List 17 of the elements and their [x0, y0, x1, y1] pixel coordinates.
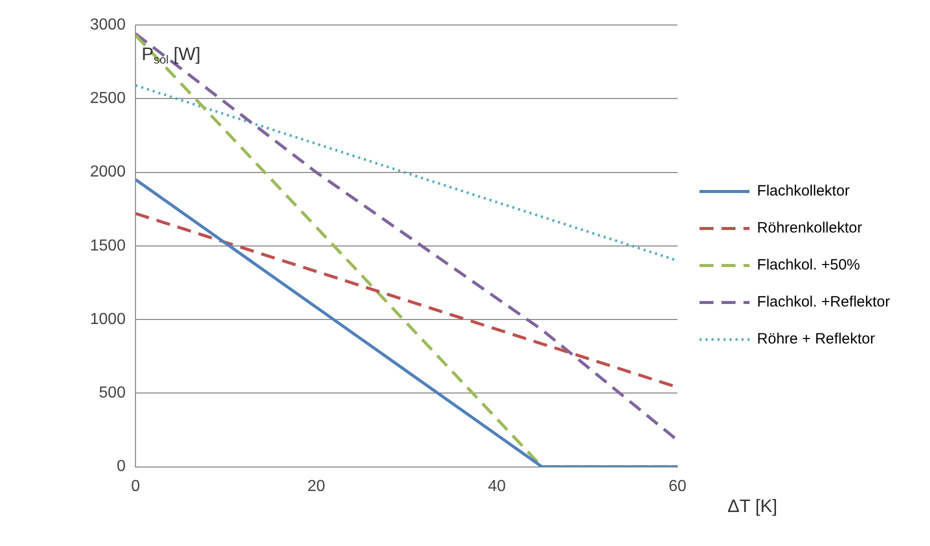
- y-tick-label: 1000: [90, 310, 126, 328]
- y-tick-label: 1500: [90, 237, 126, 254]
- y-tick-label: 500: [98, 384, 126, 402]
- y-tick-label: 0: [116, 458, 126, 476]
- y-tick-label: 2500: [90, 90, 126, 108]
- legend-label: Flachkol. +Reflektor: [757, 294, 890, 311]
- x-tick-label: 60: [668, 478, 687, 495]
- x-tick-label: 40: [488, 478, 506, 495]
- legend-label: Flachkollektor: [757, 182, 850, 200]
- y-tick-label: 2000: [90, 164, 126, 181]
- legend-label: Röhrenkollektor: [757, 220, 862, 237]
- legend-label: Röhre + Reflektor: [757, 330, 876, 348]
- x-tick-label: 20: [307, 478, 326, 495]
- legend-label: Flachkol. +50%: [757, 256, 860, 274]
- x-tick-label: 0: [131, 478, 140, 495]
- x-axis-title: ΔT [K]: [728, 496, 778, 516]
- y-tick-label: 3000: [90, 16, 126, 34]
